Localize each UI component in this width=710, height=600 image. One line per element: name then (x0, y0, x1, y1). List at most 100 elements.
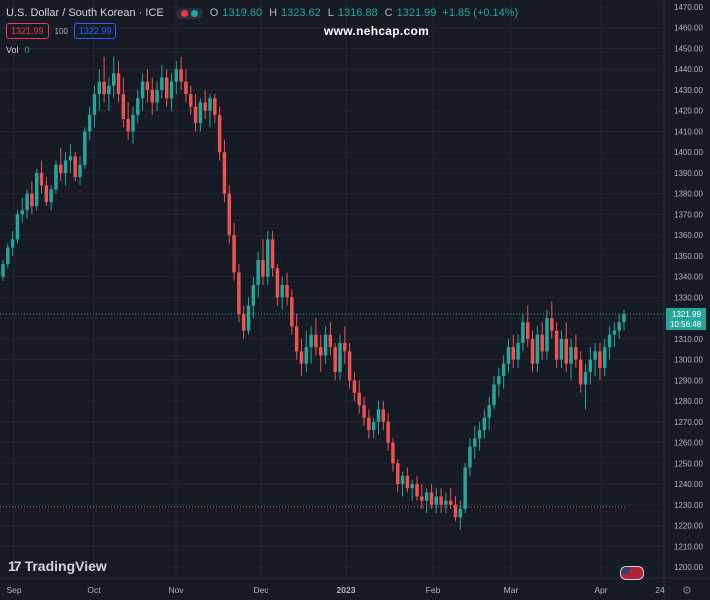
sell-price-button[interactable]: 1321.99 (6, 23, 49, 39)
us-flag-icon[interactable] (620, 566, 644, 580)
candle-up (6, 243, 10, 269)
candle-up (400, 471, 405, 497)
candle-down (598, 343, 602, 381)
candle-up (246, 297, 251, 335)
y-tick-label: 1240.00 (674, 480, 703, 489)
open-label: O (209, 7, 219, 19)
candle-body (391, 442, 395, 464)
y-tick-label: 1460.00 (674, 24, 703, 33)
candle-down (30, 181, 34, 215)
candle-down (126, 102, 130, 140)
candle-down (189, 85, 193, 115)
settings-gear-icon[interactable]: ⚙ (682, 585, 692, 597)
candle-body (357, 392, 361, 406)
candle-up (338, 334, 342, 381)
reference-lines (0, 313, 664, 508)
candle-down (179, 56, 183, 90)
candle-body (87, 114, 92, 132)
y-tick-label: 1380.00 (674, 190, 703, 199)
candle-body (126, 119, 130, 132)
candle-body (304, 347, 309, 364)
candle-body (222, 152, 227, 194)
candle-down (405, 467, 410, 493)
candle-body (540, 334, 544, 352)
candle-up (612, 322, 617, 348)
price-axis[interactable]: 1200.00 1210.00 1220.00 1230.00 1240.00 1250.… (674, 3, 703, 572)
buy-price-button[interactable]: 1322.99 (73, 23, 117, 39)
candle-up (497, 367, 501, 397)
candle-body (232, 235, 236, 273)
candle-body (160, 77, 164, 90)
candle-up (376, 401, 381, 435)
candle-up (501, 355, 506, 389)
candle-body (280, 284, 284, 298)
y-tick-label: 1220.00 (674, 522, 703, 531)
change-value: +1.85 (+0.14%) (442, 7, 519, 19)
candle-body (487, 405, 491, 418)
candle-body (203, 102, 207, 111)
candle-up (309, 326, 313, 364)
candle-down (420, 484, 424, 509)
candle-up (266, 231, 270, 285)
candle-up (160, 65, 164, 99)
time-axis[interactable]: Sep Oct Nov Dec 2023 Feb Mar Apr 24 (6, 585, 665, 595)
tradingview-logo[interactable]: 17 TradingView (8, 558, 107, 574)
candle-body (116, 73, 121, 95)
candle-down (439, 488, 443, 514)
candle-up (607, 326, 612, 360)
candle-body (429, 492, 434, 505)
x-tick-label: 24 (655, 585, 665, 595)
candle-body (468, 446, 472, 468)
candle-up (136, 89, 140, 124)
candle-body (39, 172, 44, 186)
x-tick-label: Mar (504, 585, 519, 595)
candle-up (20, 197, 24, 223)
candle-body (179, 69, 183, 82)
candle-up (477, 421, 482, 451)
y-tick-label: 1230.00 (674, 501, 703, 510)
candle-down (116, 60, 121, 103)
y-tick-label: 1290.00 (674, 376, 703, 385)
candle-up (492, 376, 496, 410)
candle-up (49, 185, 53, 211)
candle-up (487, 396, 491, 431)
y-tick-label: 1360.00 (674, 231, 703, 240)
candle-body (323, 334, 328, 356)
candle-down (448, 488, 453, 509)
candle-body (208, 98, 212, 111)
candle-down (318, 334, 323, 373)
candle-body (511, 347, 516, 360)
legend-header: U.S. Dollar / South Korean · ICE O 1319.6… (6, 5, 518, 21)
candle-body (15, 214, 20, 240)
candle-body (473, 438, 477, 447)
y-tick-label: 1310.00 (674, 335, 703, 344)
candle-body (285, 284, 289, 298)
volume-legend: Vol 0 (6, 45, 30, 55)
candle-body (386, 421, 390, 443)
candle-up (410, 479, 414, 501)
candle-body (338, 343, 342, 373)
candle-body (554, 330, 559, 360)
y-tick-label: 1390.00 (674, 169, 703, 178)
symbol-title[interactable]: U.S. Dollar / South Korean · ICE (6, 7, 164, 19)
tradingview-brand-text: TradingView (24, 558, 107, 574)
y-tick-label: 1410.00 (674, 127, 703, 136)
candle-body (309, 334, 313, 348)
candle-up (155, 81, 159, 111)
spread-value: 100 (54, 26, 68, 36)
candle-up (588, 347, 593, 385)
y-tick-label: 1440.00 (674, 65, 703, 74)
candle-body (299, 351, 304, 364)
candle-down (453, 496, 458, 522)
candle-body (535, 334, 540, 364)
market-status[interactable] (175, 7, 203, 19)
candle-body (54, 164, 58, 190)
candle-body (44, 185, 49, 202)
y-tick-label: 1210.00 (674, 542, 703, 551)
candle-body (102, 81, 106, 95)
status-dot-icon (180, 9, 188, 17)
candle-body (588, 359, 593, 373)
candle-up (25, 189, 29, 219)
candle-down (362, 396, 366, 426)
